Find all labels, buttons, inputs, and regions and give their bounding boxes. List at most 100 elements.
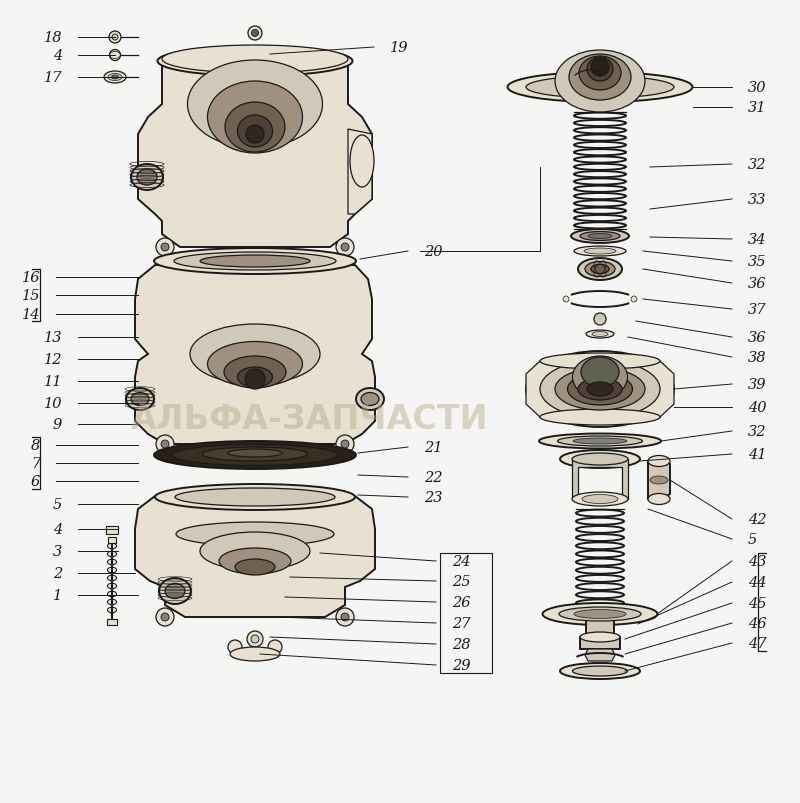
Text: 17: 17 [43, 71, 62, 85]
Text: 39: 39 [748, 377, 766, 392]
Ellipse shape [507, 73, 693, 103]
Text: 26: 26 [452, 595, 470, 609]
Ellipse shape [350, 136, 374, 188]
Ellipse shape [131, 165, 163, 191]
Ellipse shape [238, 116, 273, 148]
Ellipse shape [207, 82, 302, 154]
Ellipse shape [165, 584, 185, 599]
Ellipse shape [227, 450, 282, 458]
Ellipse shape [574, 609, 626, 619]
Ellipse shape [572, 492, 628, 507]
Text: 8: 8 [30, 438, 40, 452]
Text: 11: 11 [43, 374, 62, 389]
Bar [108, 537, 116, 544]
Text: 4: 4 [53, 522, 62, 536]
Ellipse shape [560, 450, 640, 468]
Text: 7: 7 [30, 456, 40, 471]
Ellipse shape [225, 103, 285, 153]
Text: 5: 5 [748, 532, 758, 546]
Circle shape [591, 59, 609, 77]
Ellipse shape [555, 51, 645, 113]
Text: 46: 46 [748, 616, 766, 630]
Ellipse shape [540, 353, 660, 369]
Ellipse shape [648, 494, 670, 505]
Ellipse shape [158, 47, 353, 77]
Ellipse shape [137, 169, 157, 185]
Circle shape [161, 243, 169, 251]
Ellipse shape [126, 389, 154, 410]
Ellipse shape [580, 632, 620, 642]
Ellipse shape [235, 560, 275, 575]
Text: 37: 37 [748, 303, 766, 316]
Ellipse shape [587, 382, 613, 397]
Circle shape [156, 608, 174, 626]
Text: 32: 32 [748, 158, 766, 172]
Text: 2: 2 [53, 566, 62, 581]
Ellipse shape [526, 352, 674, 427]
Text: 36: 36 [748, 277, 766, 291]
Text: 5: 5 [53, 497, 62, 512]
Ellipse shape [175, 488, 335, 507]
Ellipse shape [173, 445, 338, 466]
Ellipse shape [584, 249, 616, 255]
Text: 31: 31 [748, 101, 766, 115]
Ellipse shape [580, 232, 620, 241]
Text: 19: 19 [390, 41, 409, 55]
Text: 34: 34 [748, 233, 766, 247]
Text: 10: 10 [43, 397, 62, 410]
Text: 15: 15 [22, 288, 40, 303]
Ellipse shape [224, 357, 286, 389]
Ellipse shape [131, 393, 149, 406]
Ellipse shape [540, 410, 660, 426]
Circle shape [248, 27, 262, 41]
Ellipse shape [108, 75, 122, 81]
Text: 27: 27 [452, 616, 470, 630]
Ellipse shape [578, 259, 622, 281]
Text: 23: 23 [424, 491, 442, 504]
Bar [107, 619, 117, 626]
Ellipse shape [592, 332, 608, 337]
Ellipse shape [230, 647, 280, 661]
Ellipse shape [187, 61, 322, 149]
Text: 21: 21 [424, 441, 442, 454]
Text: 29: 29 [452, 658, 470, 672]
Polygon shape [135, 266, 375, 444]
Ellipse shape [578, 378, 622, 401]
Ellipse shape [573, 666, 627, 676]
Polygon shape [348, 130, 372, 214]
Ellipse shape [587, 58, 613, 82]
Text: 30: 30 [748, 81, 766, 95]
Text: 22: 22 [424, 471, 442, 484]
Ellipse shape [104, 72, 126, 84]
Text: 41: 41 [748, 447, 766, 462]
Ellipse shape [569, 55, 631, 101]
Circle shape [161, 613, 169, 622]
Ellipse shape [155, 484, 355, 511]
Text: 28: 28 [452, 638, 470, 651]
Text: 12: 12 [43, 353, 62, 366]
Text: 42: 42 [748, 512, 766, 526]
Text: 24: 24 [452, 554, 470, 569]
Text: 6: 6 [30, 475, 40, 488]
Ellipse shape [111, 76, 118, 80]
Text: 35: 35 [748, 255, 766, 269]
Circle shape [268, 640, 282, 654]
Text: 3: 3 [53, 544, 62, 558]
Ellipse shape [540, 361, 660, 418]
Ellipse shape [542, 603, 658, 626]
Text: 38: 38 [748, 351, 766, 365]
Polygon shape [135, 496, 375, 618]
Polygon shape [572, 459, 628, 499]
Circle shape [563, 296, 569, 303]
Circle shape [228, 640, 242, 654]
Ellipse shape [207, 342, 302, 387]
Text: 43: 43 [748, 554, 766, 569]
Ellipse shape [650, 476, 668, 484]
Bar [106, 526, 118, 534]
Ellipse shape [582, 495, 618, 503]
Ellipse shape [162, 46, 348, 74]
Ellipse shape [560, 663, 640, 679]
Circle shape [336, 238, 354, 257]
Ellipse shape [648, 456, 670, 467]
Ellipse shape [581, 357, 619, 388]
